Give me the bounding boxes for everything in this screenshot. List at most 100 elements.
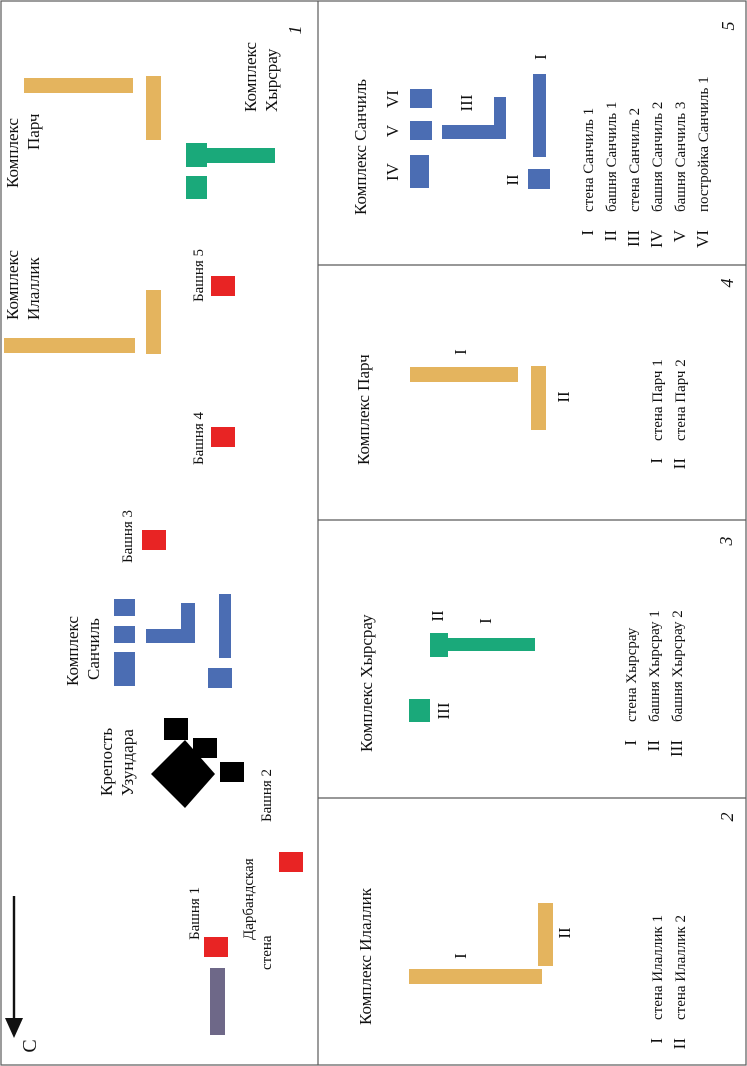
- ilallik-label-line2: Илаллик: [24, 256, 43, 320]
- tower-1: [204, 937, 228, 957]
- parch-label-line2: Парч: [24, 113, 43, 150]
- tower-4: [211, 427, 235, 447]
- p5-wall-1: [533, 74, 546, 157]
- p4-legend-text-1: стена Парч 1: [650, 359, 666, 441]
- fortress-small-2: [193, 738, 217, 758]
- panel-ilallik: Комплекс Илаллик I II I стена Илаллик 1 …: [356, 887, 689, 1049]
- panel-number-2: 2: [717, 813, 737, 822]
- p5-legend-num-2: II: [601, 230, 620, 242]
- tower-4-label: Башня 4: [191, 412, 207, 465]
- tower-2: [279, 852, 303, 872]
- sanchil-label-line1: Комплекс: [63, 616, 82, 686]
- p5-legend-text-5: башня Санчиль 3: [673, 102, 689, 212]
- parch-wall-1: [24, 78, 133, 93]
- north-label: С: [19, 1039, 41, 1052]
- khyrsrau-tower-1: [186, 143, 207, 167]
- khyrsrau-label-line1: Комплекс: [241, 42, 260, 112]
- p5-legend-text-4: башня Санчиль 2: [650, 102, 666, 212]
- tower-3: [142, 530, 166, 550]
- p5-legend-text-1: стена Санчиль 1: [581, 108, 597, 212]
- p4-mark-II: II: [554, 391, 573, 403]
- p2-mark-II: II: [555, 927, 574, 939]
- p3-legend-text-1: стена Хырсрау: [624, 627, 640, 722]
- tower-3-label: Башня 3: [120, 510, 136, 563]
- p2-wall-1: [409, 969, 542, 984]
- p3-legend-num-2: II: [644, 740, 663, 752]
- ilallik-wall-1: [4, 338, 135, 353]
- fortress-small-3: [220, 762, 244, 782]
- p2-legend-text-1: стена Илаллик 1: [650, 915, 666, 1020]
- p5-wall-2: [442, 97, 506, 139]
- panel-number-1: 1: [285, 26, 305, 35]
- fortress-small-1: [164, 718, 188, 740]
- p2-legend-num-1: I: [647, 1038, 666, 1044]
- p5-tower-1: [528, 169, 550, 189]
- parch-label-line1: Комплекс: [3, 118, 22, 188]
- panel5-title: Комплекс Санчиль: [351, 79, 370, 215]
- panel4-title: Комплекс Парч: [354, 354, 373, 465]
- p4-legend: I стена Парч 1 II стена Парч 2: [647, 359, 689, 469]
- p4-legend-num-1: I: [647, 458, 666, 464]
- p2-mark-I: I: [451, 953, 470, 959]
- p5-mark-IV: IV: [383, 162, 402, 181]
- p5-tower-2: [410, 155, 429, 188]
- p4-legend-num-2: II: [670, 458, 689, 470]
- p5-legend-text-3: стена Санчиль 2: [627, 108, 643, 212]
- p4-wall-1: [410, 367, 518, 382]
- panel-number-3: 3: [716, 537, 736, 547]
- tower-5-label: Башня 5: [191, 249, 207, 302]
- p3-legend-num-3: III: [667, 740, 686, 757]
- sanchil-tower-1: [208, 668, 232, 688]
- p3-legend: I стена Хырсрау II башня Хырсрау 1 III б…: [621, 610, 686, 757]
- panel-number-4: 4: [717, 279, 737, 288]
- p5-mark-II: II: [503, 174, 522, 186]
- p5-legend-num-4: IV: [647, 229, 666, 248]
- sanchil-tower-2: [114, 652, 135, 686]
- p2-legend: I стена Илаллик 1 II стена Илаллик 2: [647, 915, 689, 1049]
- p3-legend-text-2: башня Хырсрау 1: [647, 610, 663, 722]
- sanchil-wall-1: [219, 594, 231, 658]
- p5-mark-V: V: [383, 124, 402, 137]
- p5-tower-3: [410, 121, 432, 140]
- panel-sanchil: Комплекс Санчиль IV V VI III I II I стен…: [351, 54, 712, 248]
- p5-legend-num-1: I: [578, 230, 597, 236]
- panel3-title: Комплекс Хырсрау: [357, 614, 376, 752]
- p4-legend-text-2: стена Парч 2: [673, 359, 689, 441]
- panel2-title: Комплекс Илаллик: [356, 887, 375, 1025]
- p5-legend: I стена Санчиль 1 II башня Санчиль 1 III…: [578, 76, 712, 248]
- sanchil-wall-2: [146, 603, 195, 643]
- p3-tower-2: [409, 699, 430, 722]
- darband-label-line1: Дарбандская: [241, 858, 257, 940]
- khyrsrau-tower-2: [186, 176, 207, 199]
- tower-5: [211, 276, 235, 296]
- p5-legend-text-6: постройка Санчиль 1: [696, 76, 712, 212]
- p3-mark-I: I: [476, 618, 495, 624]
- p5-legend-text-2: башня Санчиль 1: [604, 102, 620, 212]
- p2-wall-2: [538, 903, 553, 966]
- ilallik-label-line1: Комплекс: [3, 250, 22, 320]
- tower-1-label: Башня 1: [187, 887, 203, 940]
- p3-mark-II: II: [428, 610, 447, 622]
- panel-parch: Комплекс Парч I II I стена Парч 1 II сте…: [354, 349, 689, 469]
- khyrsrau-wall: [207, 148, 275, 163]
- sanchil-tower-3: [114, 626, 135, 643]
- fortress-label-line1: Крепость: [97, 728, 116, 796]
- p3-tower-1: [430, 633, 448, 657]
- north-arrow-head-icon: [5, 1018, 23, 1038]
- p4-wall-2: [531, 366, 546, 430]
- fortress-label-line2: Узундара: [118, 729, 137, 796]
- p5-mark-I: I: [531, 54, 550, 60]
- tower-2-label: Башня 2: [259, 769, 275, 822]
- panel-number-5: 5: [718, 22, 738, 31]
- p2-legend-text-2: стена Илаллик 2: [673, 915, 689, 1020]
- p5-legend-num-5: V: [670, 229, 689, 242]
- p3-legend-num-1: I: [621, 740, 640, 746]
- parch-wall-2: [146, 76, 161, 140]
- overview-map: С Башня 1 Дарбандская стена Башня 2 Креп…: [3, 42, 303, 1053]
- p3-legend-text-3: башня Хырсрау 2: [670, 610, 686, 722]
- darband-label-line2: стена: [259, 935, 275, 970]
- khyrsrau-label-line2: Хырсрау: [262, 48, 281, 112]
- sanchil-label-line2: Санчиль: [84, 618, 103, 680]
